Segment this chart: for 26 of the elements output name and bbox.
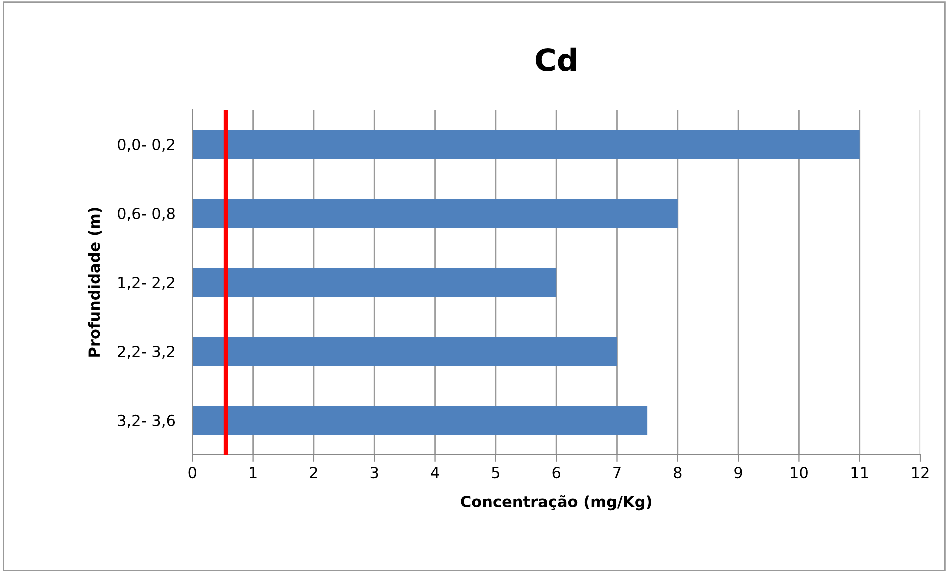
x-tick-label: 10	[791, 467, 808, 479]
x-tick-label: 0	[188, 467, 196, 479]
y-tick-label: 1,2- 2,2	[118, 276, 174, 290]
y-tick-label: 3,2- 3,6	[118, 414, 176, 428]
bar	[192, 406, 648, 435]
x-tick-label: 7	[614, 467, 621, 478]
x-tick-label: 3	[370, 467, 378, 479]
x-tick-label: 9	[734, 467, 742, 479]
x-tick-label: 11	[852, 467, 868, 478]
x-tick-label: 1	[250, 467, 257, 478]
bar	[192, 130, 860, 159]
bar	[192, 336, 618, 366]
x-tick-label: 5	[492, 467, 500, 479]
y-axis-title: Profundidade (m)	[88, 208, 102, 357]
x-tick-label: 6	[552, 467, 560, 479]
x-tick-label: 8	[674, 467, 682, 479]
bar	[192, 268, 557, 297]
y-tick-label: 0,6- 0,8	[118, 208, 175, 222]
x-tick-label: 2	[310, 467, 318, 478]
x-axis-title: Concentração (mg/Kg)	[461, 495, 652, 511]
x-tick-label: 4	[431, 467, 440, 478]
bar	[192, 199, 678, 228]
chart-title: Cd	[536, 48, 576, 72]
x-tick-label: 12	[912, 467, 929, 478]
y-tick-label: 2,2- 3,2	[118, 346, 174, 360]
y-tick-label: 0,0- 0,2	[118, 138, 174, 152]
